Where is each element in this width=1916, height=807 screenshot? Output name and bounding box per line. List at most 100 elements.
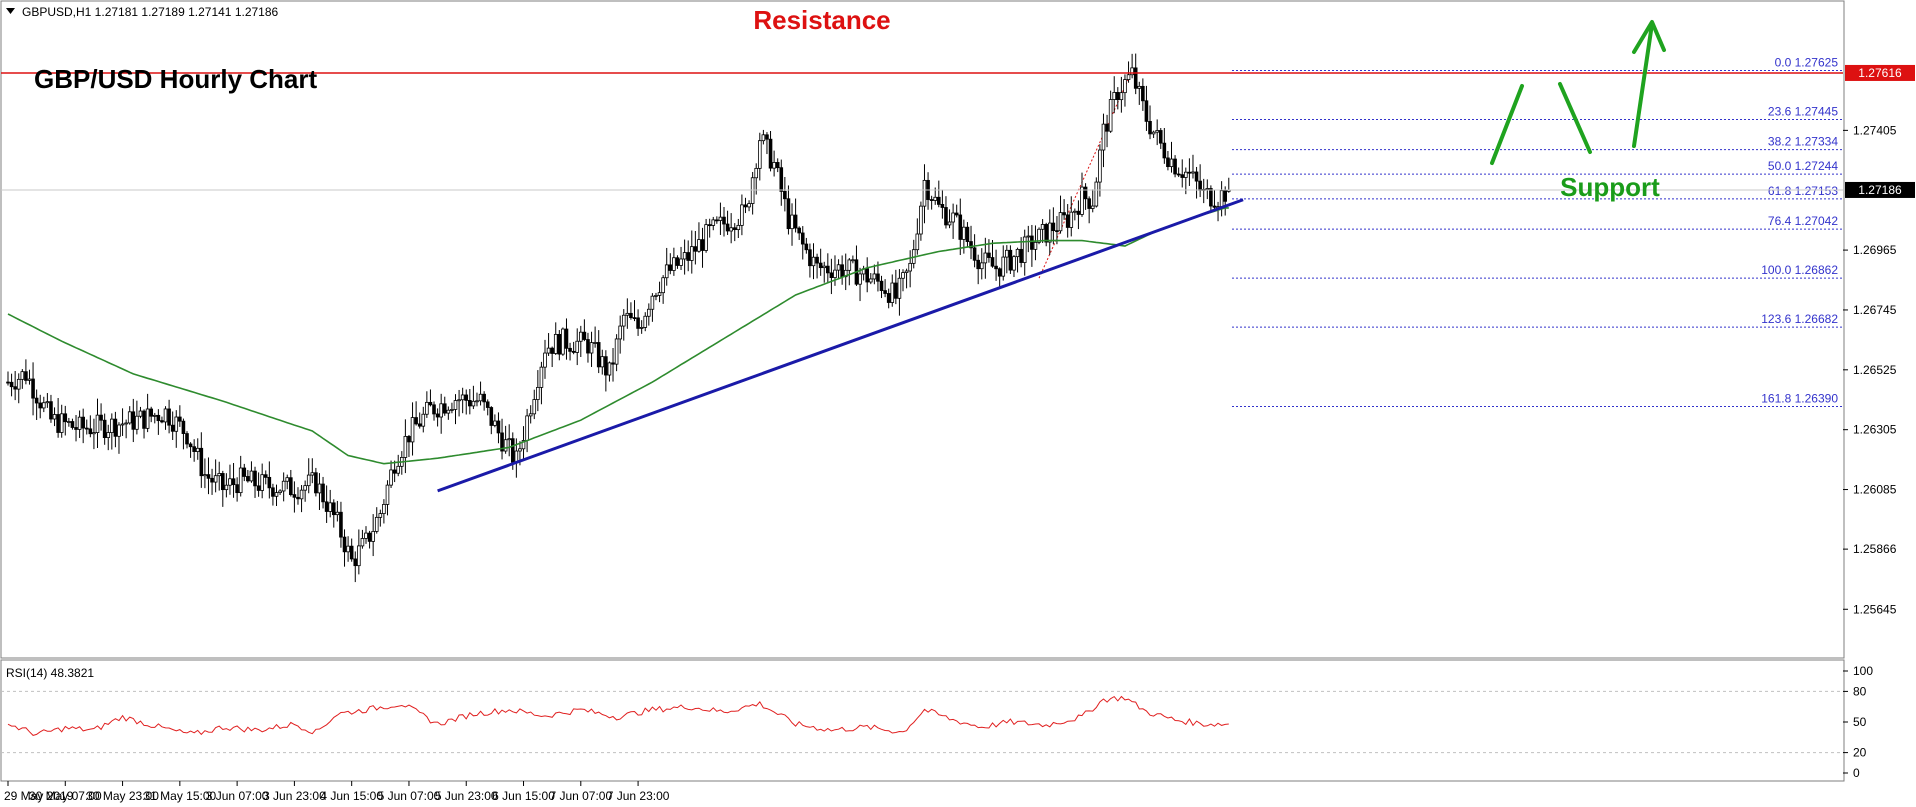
candle-body	[42, 402, 46, 409]
candle-body	[1130, 67, 1134, 76]
candle-body	[1158, 130, 1163, 144]
candle-body	[357, 545, 361, 567]
candle-body	[428, 401, 433, 406]
chart-menu-triangle-icon[interactable]	[6, 8, 15, 14]
candle-body	[385, 484, 390, 505]
time-tick-label: 29 May 2019	[4, 789, 74, 803]
candle-body	[45, 401, 50, 404]
candle-body	[800, 232, 805, 245]
candle-body	[611, 362, 615, 365]
candle-body	[49, 401, 53, 420]
candle-body	[432, 404, 436, 415]
candle-body	[922, 179, 927, 207]
candle-body	[217, 473, 222, 477]
candle-body	[639, 326, 644, 329]
candle-body	[829, 272, 834, 278]
candle-body	[689, 246, 694, 261]
price-tick-label: 1.26085	[1853, 483, 1897, 497]
candle-body	[1187, 171, 1192, 174]
candle-body	[901, 272, 905, 279]
candle-body	[1033, 241, 1038, 250]
candle-body	[1037, 228, 1041, 243]
candle-body	[99, 414, 103, 421]
candle-body	[127, 411, 132, 424]
candle-body	[543, 352, 547, 368]
candle-body	[84, 427, 89, 430]
candle-body	[672, 257, 676, 271]
candle-body	[414, 417, 418, 425]
candle-body	[532, 399, 537, 415]
candle-body	[160, 420, 164, 423]
candle-body	[607, 362, 612, 376]
candle-body	[310, 472, 315, 476]
candle-body	[1083, 186, 1088, 200]
price-tick-label: 1.26745	[1853, 303, 1897, 317]
candle-body	[836, 264, 841, 271]
candle-body	[500, 432, 504, 452]
symbol-header: GBPUSD,H1 1.27181 1.27189 1.27141 1.2718…	[22, 5, 279, 19]
support-label: Support	[1560, 172, 1660, 202]
candle-body	[246, 476, 250, 482]
candle-body	[740, 204, 744, 226]
candle-body	[102, 419, 107, 438]
candle-body	[937, 196, 941, 205]
candle-body	[929, 199, 934, 201]
time-tick-label: 7 Jun 07:00	[549, 789, 612, 803]
candle-body	[235, 484, 239, 494]
candle-body	[510, 438, 515, 463]
candle-body	[1058, 212, 1063, 232]
main-plot-frame	[0, 0, 1845, 659]
rsi-plot-frame	[0, 659, 1845, 782]
time-tick-label: 30 May 23:00	[86, 789, 159, 803]
resistance-price-label: 1.27616	[1858, 66, 1902, 80]
candle-body	[421, 413, 426, 427]
candle-body	[145, 408, 150, 429]
candle-body	[1180, 174, 1185, 178]
candle-body	[238, 467, 243, 494]
candle-body	[732, 227, 737, 231]
candle-body	[1148, 120, 1152, 135]
candle-body	[944, 207, 948, 226]
candle-body	[675, 257, 680, 266]
resistance-label: Resistance	[753, 5, 890, 35]
candle-body	[439, 403, 443, 418]
support-trendline-group	[437, 198, 1244, 493]
projection-arrows	[1490, 20, 1666, 165]
candle-body	[707, 224, 712, 227]
price-tick-label: 1.26965	[1853, 243, 1897, 257]
candle-body	[865, 268, 869, 283]
candle-body	[253, 470, 257, 487]
candle-body	[822, 265, 827, 269]
candle-body	[765, 134, 769, 140]
candle-body	[149, 408, 154, 417]
candle-body	[593, 342, 597, 344]
candle-body	[818, 262, 823, 269]
candle-body	[743, 204, 748, 208]
candle-body	[550, 347, 554, 354]
candle-body	[847, 259, 852, 271]
candle-body	[915, 233, 920, 251]
candle-body	[614, 338, 619, 365]
candle-body	[27, 378, 32, 381]
candle-body	[715, 219, 719, 222]
price-tick-label: 1.25645	[1853, 602, 1897, 616]
candle-body	[321, 483, 325, 503]
candle-body	[518, 448, 522, 452]
candle-body	[203, 474, 207, 477]
candle-body	[833, 269, 837, 278]
fib-diagonal-line	[1038, 70, 1133, 279]
candle-body	[1209, 188, 1213, 207]
candle-body	[417, 423, 422, 427]
candle-body	[267, 476, 272, 489]
candle-body	[110, 418, 114, 433]
candle-body	[1176, 173, 1181, 176]
moving-average-series	[7, 207, 1229, 465]
candle-body	[965, 226, 970, 242]
rsi-indicator: 100 80 50 20 0	[1, 664, 1873, 780]
candle-body	[868, 278, 873, 283]
time-tick-label: 3 Jun 23:00	[263, 789, 326, 803]
candle-body	[528, 413, 533, 417]
time-tick-label: 5 Jun 23:00	[435, 789, 498, 803]
candle-body	[761, 134, 766, 142]
moving-average-line	[7, 207, 1229, 465]
